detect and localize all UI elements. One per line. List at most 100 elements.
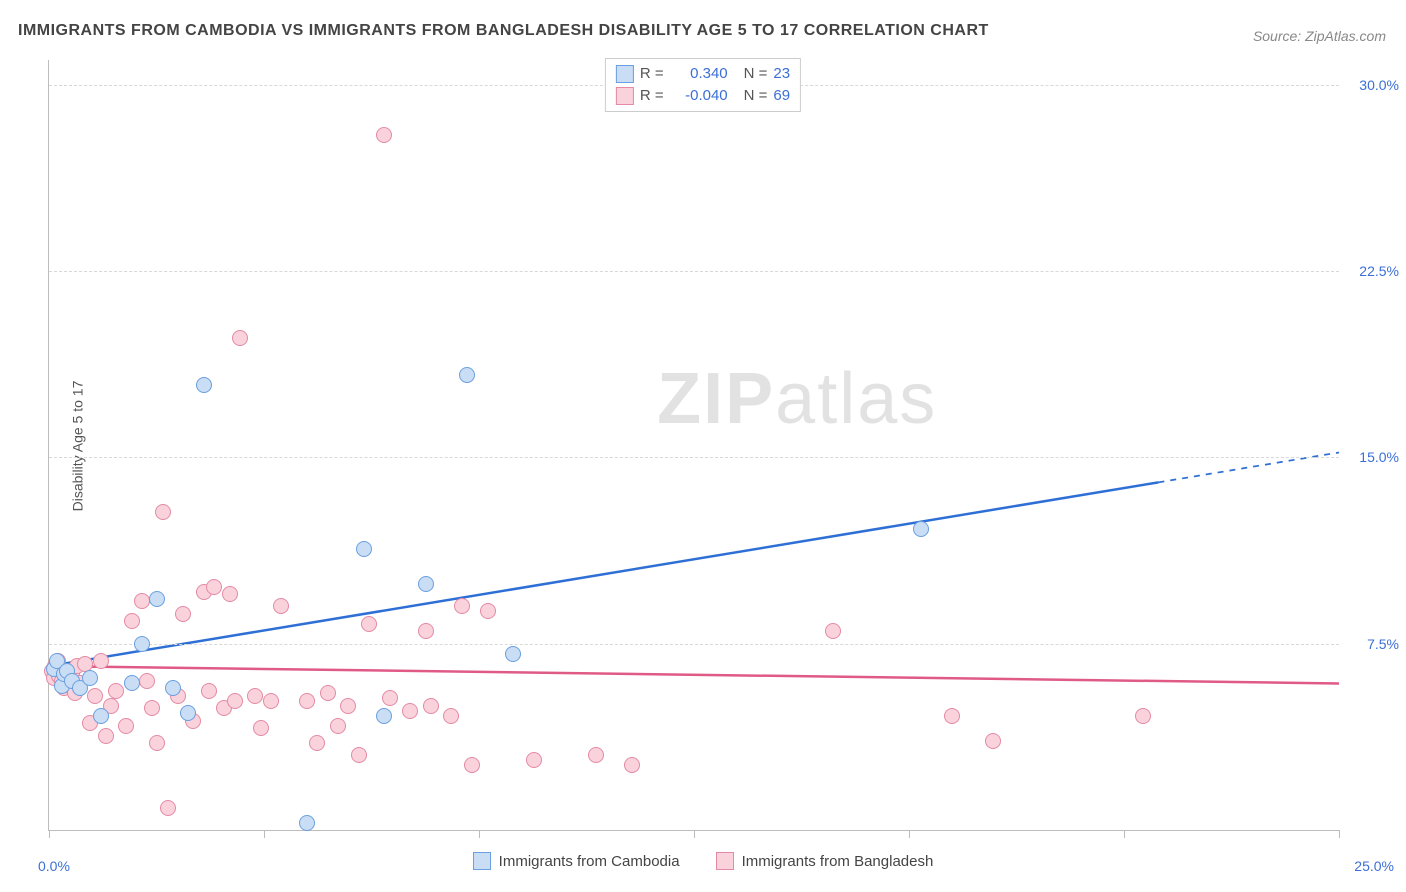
data-point: [1135, 708, 1151, 724]
data-point: [985, 733, 1001, 749]
data-point: [588, 747, 604, 763]
data-point: [913, 521, 929, 537]
series-label: Immigrants from Cambodia: [499, 853, 680, 870]
y-tick-label: 30.0%: [1344, 77, 1399, 93]
chart-title: IMMIGRANTS FROM CAMBODIA VS IMMIGRANTS F…: [18, 22, 989, 40]
data-point: [98, 728, 114, 744]
data-point: [320, 685, 336, 701]
data-point: [423, 698, 439, 714]
data-point: [77, 656, 93, 672]
data-point: [253, 720, 269, 736]
legend-swatch: [616, 65, 634, 83]
legend-swatch: [716, 852, 734, 870]
data-point: [93, 653, 109, 669]
data-point: [526, 752, 542, 768]
data-point: [118, 718, 134, 734]
data-point: [273, 598, 289, 614]
data-point: [944, 708, 960, 724]
data-point: [351, 747, 367, 763]
legend-swatch: [616, 87, 634, 105]
plot-area: ZIPatlas 7.5%15.0%22.5%30.0%: [48, 60, 1339, 831]
data-point: [222, 586, 238, 602]
data-point: [201, 683, 217, 699]
data-point: [87, 688, 103, 704]
data-point: [443, 708, 459, 724]
gridline: [49, 644, 1339, 645]
data-point: [459, 367, 475, 383]
y-tick-label: 15.0%: [1344, 449, 1399, 465]
data-point: [124, 613, 140, 629]
series-legend-item: Immigrants from Cambodia: [473, 852, 680, 870]
data-point: [134, 636, 150, 652]
data-point: [340, 698, 356, 714]
data-point: [247, 688, 263, 704]
data-point: [330, 718, 346, 734]
data-point: [376, 127, 392, 143]
x-tick: [264, 830, 265, 838]
legend-row: R = 0.340 N =23: [616, 63, 790, 85]
data-point: [82, 670, 98, 686]
legend-swatch: [473, 852, 491, 870]
data-point: [263, 693, 279, 709]
series-label: Immigrants from Bangladesh: [742, 853, 934, 870]
y-tick-label: 22.5%: [1344, 263, 1399, 279]
gridline: [49, 271, 1339, 272]
data-point: [480, 603, 496, 619]
data-point: [361, 616, 377, 632]
x-tick: [694, 830, 695, 838]
regression-line: [49, 482, 1158, 666]
legend-r-label: R =: [640, 63, 664, 85]
data-point: [149, 591, 165, 607]
data-point: [505, 646, 521, 662]
data-point: [418, 623, 434, 639]
data-point: [402, 703, 418, 719]
data-point: [175, 606, 191, 622]
legend-n-label: N =: [744, 63, 768, 85]
source-label: Source: ZipAtlas.com: [1253, 28, 1386, 44]
data-point: [227, 693, 243, 709]
x-tick: [909, 830, 910, 838]
legend-r-value: -0.040: [670, 85, 728, 107]
data-point: [232, 330, 248, 346]
x-tick: [1124, 830, 1125, 838]
data-point: [309, 735, 325, 751]
data-point: [139, 673, 155, 689]
data-point: [825, 623, 841, 639]
data-point: [376, 708, 392, 724]
data-point: [165, 680, 181, 696]
legend-n-value: 23: [773, 63, 790, 85]
x-tick: [1339, 830, 1340, 838]
x-tick: [49, 830, 50, 838]
data-point: [144, 700, 160, 716]
data-point: [160, 800, 176, 816]
data-point: [108, 683, 124, 699]
data-point: [155, 504, 171, 520]
legend-n-value: 69: [773, 85, 790, 107]
data-point: [382, 690, 398, 706]
data-point: [464, 757, 480, 773]
data-point: [149, 735, 165, 751]
x-tick: [479, 830, 480, 838]
regression-line: [49, 666, 1339, 683]
data-point: [299, 693, 315, 709]
legend-r-label: R =: [640, 85, 664, 107]
data-point: [299, 815, 315, 831]
data-point: [624, 757, 640, 773]
data-point: [418, 576, 434, 592]
series-legend: Immigrants from Cambodia Immigrants from …: [0, 852, 1406, 874]
data-point: [93, 708, 109, 724]
data-point: [206, 579, 222, 595]
series-legend-item: Immigrants from Bangladesh: [716, 852, 934, 870]
data-point: [454, 598, 470, 614]
data-point: [134, 593, 150, 609]
data-point: [180, 705, 196, 721]
legend-n-label: N =: [744, 85, 768, 107]
correlation-legend: R = 0.340 N =23 R = -0.040 N =69: [605, 58, 801, 112]
data-point: [356, 541, 372, 557]
data-point: [196, 377, 212, 393]
legend-r-value: 0.340: [670, 63, 728, 85]
data-point: [124, 675, 140, 691]
legend-row: R = -0.040 N =69: [616, 85, 790, 107]
gridline: [49, 457, 1339, 458]
y-tick-label: 7.5%: [1344, 636, 1399, 652]
